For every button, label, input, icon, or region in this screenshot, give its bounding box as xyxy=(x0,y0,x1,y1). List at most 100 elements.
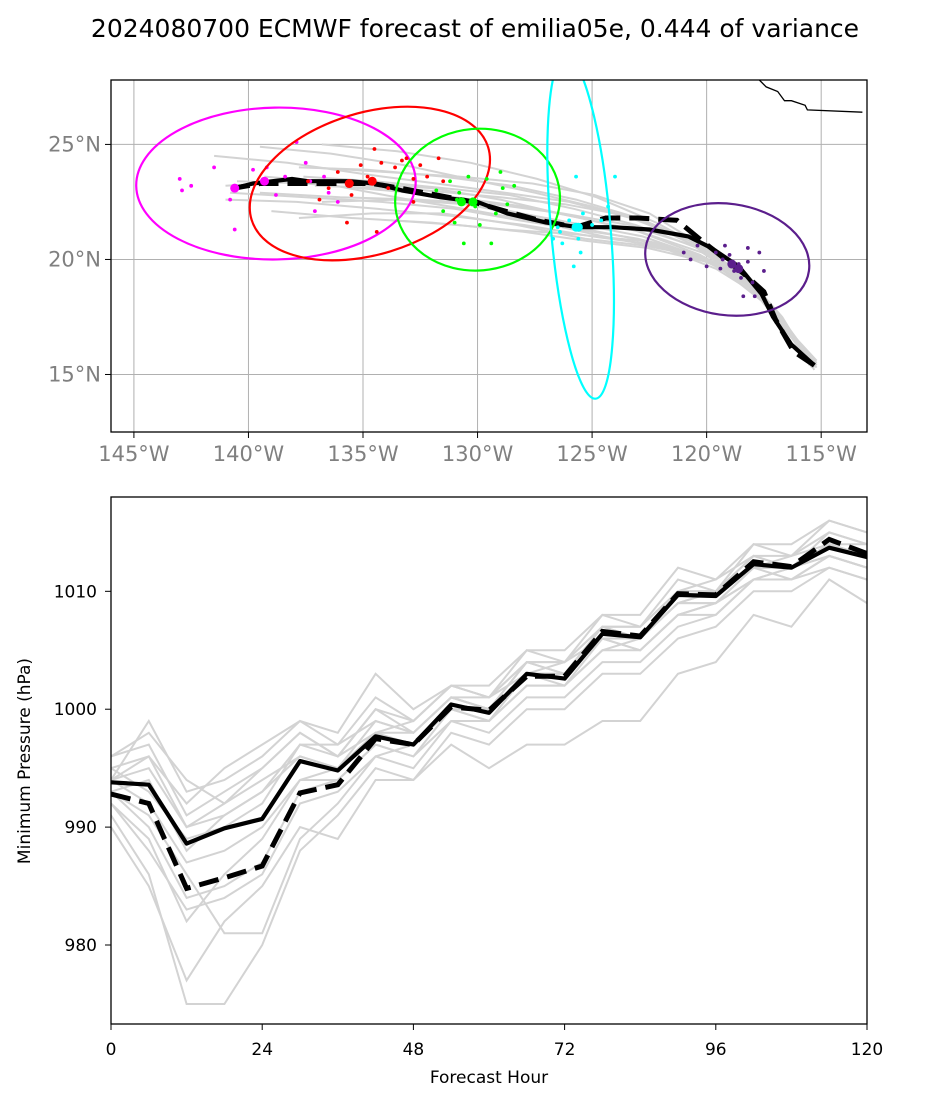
ensemble-point xyxy=(576,236,581,241)
ensemble-point xyxy=(578,250,583,255)
pressure-ensemble-line xyxy=(111,566,867,1005)
x-tick-label: 72 xyxy=(554,1040,576,1060)
x-axis-label: Forecast Hour xyxy=(430,1068,548,1088)
mean-position-marker xyxy=(344,179,354,189)
main-track xyxy=(234,176,816,367)
lon-tick-label: 140°W xyxy=(213,442,285,466)
ensemble-point xyxy=(727,252,732,257)
ensemble-point xyxy=(757,250,762,255)
figure-title: 2024080700 ECMWF forecast of emilia05e, … xyxy=(91,14,859,43)
uncertainty-ellipse xyxy=(394,127,562,272)
lat-tick-label: 20°N xyxy=(48,247,101,271)
pressure-main-lines xyxy=(111,536,867,892)
pressure-dashed-line xyxy=(111,536,867,892)
ensemble-point xyxy=(326,190,331,195)
mean-position-marker xyxy=(230,183,240,193)
lat-tick-label: 25°N xyxy=(48,132,101,156)
ensemble-point xyxy=(704,264,709,269)
ensemble-point xyxy=(349,193,354,197)
ensemble-point xyxy=(558,229,562,234)
ensemble-point xyxy=(681,250,686,255)
lon-tick-label: 120°W xyxy=(671,442,743,466)
uncertainty-ellipse xyxy=(644,202,811,317)
ensemble-point xyxy=(512,183,517,188)
ensemble-point xyxy=(400,158,404,163)
ensemble-point xyxy=(345,220,349,225)
ensemble-point xyxy=(461,241,466,246)
ensemble-point xyxy=(411,200,416,204)
ensemble-point xyxy=(374,229,379,234)
ensemble-point xyxy=(555,225,560,230)
ensemble-point xyxy=(180,188,184,193)
pressure-frame xyxy=(110,496,868,1025)
ensemble-point xyxy=(560,241,565,246)
deterministic-position-marker xyxy=(734,264,744,274)
mean-position-marker xyxy=(727,259,737,269)
map-tick-labels: 145°W 140°W 135°W 130°W 125°W 120°W 115°W 15°N 2… xyxy=(48,132,857,466)
ensemble-point xyxy=(317,197,322,202)
ensemble-point xyxy=(322,174,326,179)
lon-tick-label: 125°W xyxy=(556,442,628,466)
ensemble-point xyxy=(418,163,423,168)
ensemble-point xyxy=(752,294,757,299)
uncertainty-ellipse xyxy=(135,106,417,261)
y-tick-label: 1000 xyxy=(54,700,97,720)
deterministic-position-marker xyxy=(259,176,269,186)
ensemble-point xyxy=(613,174,617,179)
x-tick-label: 0 xyxy=(106,1040,117,1060)
ensemble-point xyxy=(393,165,397,170)
ensemble-point xyxy=(762,269,766,273)
ensemble-point xyxy=(551,236,556,241)
uncertainty-ellipse xyxy=(248,105,492,262)
ensemble-point xyxy=(441,179,446,184)
ensemble-point xyxy=(232,227,237,232)
pressure-ensemble-lines xyxy=(111,519,867,1005)
ensemble-point xyxy=(326,186,331,191)
coastline-path xyxy=(758,80,863,113)
ensemble-point xyxy=(448,179,452,184)
ensemble-point xyxy=(720,257,725,262)
ensemble-point xyxy=(441,209,446,214)
ensemble-point xyxy=(505,202,510,207)
ensemble-point xyxy=(335,170,340,174)
ensemble-point xyxy=(484,177,489,181)
ensemble-point xyxy=(500,186,505,191)
pressure-ensemble-line xyxy=(111,519,867,805)
ensemble-point xyxy=(274,193,278,197)
y-tick-label: 990 xyxy=(65,818,97,838)
lon-tick-label: 115°W xyxy=(786,442,858,466)
ensemble-point xyxy=(745,246,750,250)
ensemble-point xyxy=(411,177,416,181)
ensemble-point xyxy=(335,200,340,204)
main-tracks xyxy=(234,176,816,368)
ensemble-point xyxy=(386,186,391,191)
pressure-background xyxy=(111,497,867,1024)
track-map: 145°W 140°W 135°W 130°W 125°W 120°W 115°W 15°N 2… xyxy=(48,79,868,466)
ensemble-point xyxy=(283,174,288,179)
y-tick-label: 1010 xyxy=(54,582,97,602)
ensemble-point xyxy=(745,259,750,264)
mean-position-marker xyxy=(571,222,581,232)
ensemble-point xyxy=(228,197,233,202)
x-tick-label: 24 xyxy=(251,1040,273,1060)
deterministic-position-marker xyxy=(367,176,377,186)
ensemble-point xyxy=(606,204,611,209)
lon-tick-label: 135°W xyxy=(327,442,399,466)
map-frame xyxy=(110,79,868,433)
ensemble-point xyxy=(251,167,255,172)
ensemble-point xyxy=(723,243,727,248)
ensemble-point xyxy=(379,160,384,165)
ensemble-position-points xyxy=(135,80,811,400)
ensemble-point xyxy=(466,174,471,179)
ensemble-point xyxy=(436,156,441,161)
ensemble-point xyxy=(571,264,576,269)
ensemble-point xyxy=(303,160,308,165)
mean-position-marker xyxy=(457,197,467,207)
ensemble-point xyxy=(212,165,216,170)
pressure-chart: 0 24 48 72 96 120 980 990 1000 1010 Forecast Hour… xyxy=(15,496,883,1088)
ensemble-point xyxy=(581,211,585,216)
ensemble-point xyxy=(688,257,693,262)
ensemble-point xyxy=(425,174,430,179)
pressure-ensemble-line xyxy=(111,554,867,924)
